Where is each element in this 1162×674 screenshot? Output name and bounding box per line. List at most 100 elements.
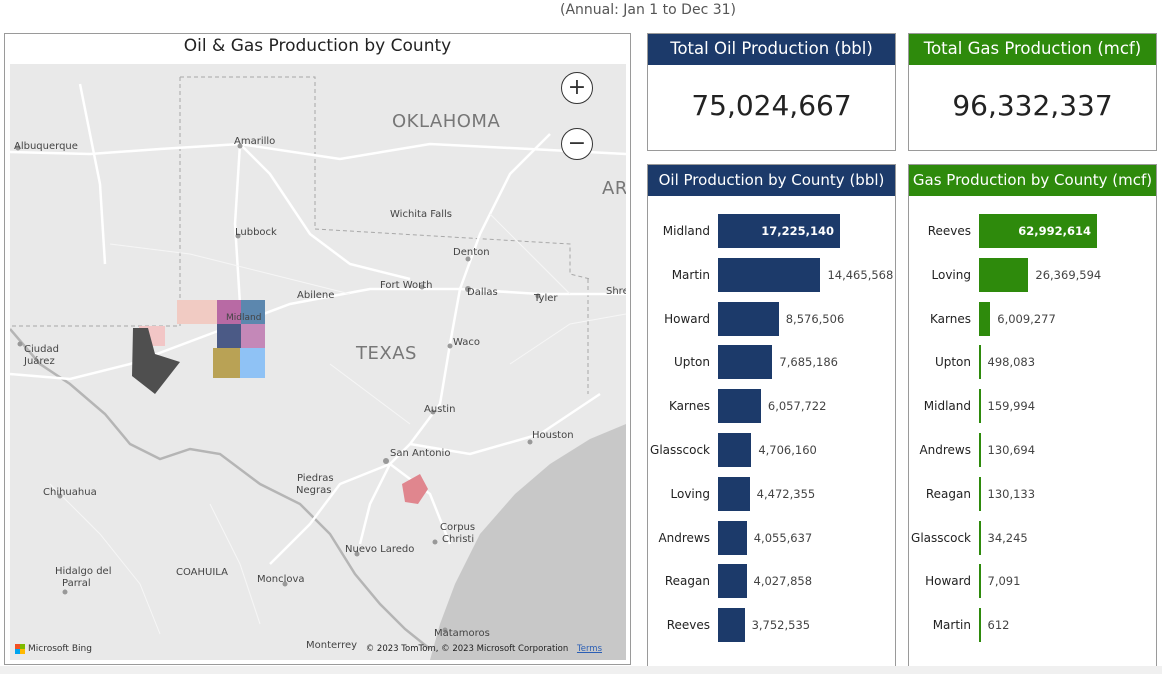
- bing-attribution-text: Microsoft Bing: [28, 644, 92, 654]
- bar-category-label: Glasscock: [911, 530, 971, 545]
- bar-value-label: 130,133: [987, 486, 1036, 501]
- map-label-waco: Waco: [453, 337, 480, 348]
- bar-category-label: Andrews: [658, 530, 710, 545]
- report-subtitle: (Annual: Jan 1 to Dec 31): [559, 2, 736, 18]
- bar-row[interactable]: Loving 26,369,594: [909, 257, 1156, 301]
- bar-category-label: Upton: [934, 355, 971, 370]
- map-label-albuquerque: Albuquerque: [14, 141, 78, 152]
- bar[interactable]: [718, 608, 745, 643]
- map-label-christi: Christi: [442, 534, 475, 545]
- bar-category-label: Upton: [673, 355, 710, 370]
- bar[interactable]: [979, 257, 1029, 292]
- bing-attribution: Microsoft Bing: [15, 644, 92, 654]
- bar-category-label: Reeves: [666, 618, 710, 633]
- bar-value-label: 6,009,277: [997, 311, 1056, 326]
- bar-value-label: 6,057,722: [767, 399, 827, 414]
- bar-value-label: 498,083: [987, 355, 1036, 370]
- total-oil-value: 75,024,667: [691, 89, 852, 122]
- bar-category-label: Midland: [662, 224, 710, 238]
- map-label-hidalgo: Hidalgo del: [55, 566, 112, 577]
- bar-row[interactable]: Glasscock 4,706,160: [648, 432, 895, 476]
- bar-row[interactable]: Upton 498,083: [909, 344, 1156, 388]
- map-label-monterrey: Monterrey: [306, 640, 358, 651]
- bar[interactable]: [718, 389, 761, 424]
- bar-row[interactable]: Howard 7,091: [909, 563, 1156, 607]
- map-label-nuevo-laredo: Nuevo Laredo: [345, 544, 415, 555]
- bar-row[interactable]: Reeves 3,752,535: [648, 607, 895, 651]
- map-copyright: © 2023 TomTom, © 2023 Microsoft Corporat…: [366, 644, 602, 654]
- bar[interactable]: [718, 345, 773, 380]
- map-label-denton: Denton: [453, 247, 490, 258]
- bar[interactable]: [718, 301, 779, 336]
- total-gas-value: 96,332,337: [952, 89, 1113, 122]
- bar-row[interactable]: Andrews 4,055,637: [648, 520, 895, 564]
- bar-value-label: 7,685,186: [779, 355, 838, 370]
- zoom-in-button[interactable]: +: [561, 72, 593, 104]
- bar-row[interactable]: Reeves 62,992,614: [909, 213, 1156, 257]
- bar-row[interactable]: Upton 7,685,186: [648, 344, 895, 388]
- map-label-fort-worth: Fort Worth: [380, 280, 433, 291]
- oil-by-county-chart[interactable]: Oil Production by County (bbl) Midland 17…: [647, 164, 896, 674]
- bar-row[interactable]: Reagan 130,133: [909, 476, 1156, 520]
- bar-category-label: Loving: [670, 486, 710, 501]
- bar-row[interactable]: Howard 8,576,506: [648, 301, 895, 345]
- bar-row[interactable]: Karnes 6,009,277: [909, 301, 1156, 345]
- bar-row[interactable]: Reagan 4,027,858: [648, 563, 895, 607]
- bar-row[interactable]: Glasscock 34,245: [909, 520, 1156, 564]
- bar-value-label: 7,091: [987, 574, 1021, 589]
- bar-category-label: Midland: [923, 399, 971, 414]
- map-label-dallas: Dallas: [467, 287, 498, 298]
- bottom-scroll-strip: [0, 666, 1162, 674]
- map-label-midland: Midland: [226, 313, 262, 323]
- map-label-texas: TEXAS: [356, 343, 417, 364]
- bar[interactable]: [979, 564, 981, 599]
- map-basemap: [10, 76, 626, 660]
- bar-value-label: 14,465,568: [827, 267, 894, 282]
- bar[interactable]: [718, 520, 747, 555]
- map-label-negras: Negras: [296, 485, 332, 496]
- bar[interactable]: [718, 257, 821, 292]
- bar-category-label: Howard: [664, 311, 710, 326]
- bar-category-label: Karnes: [669, 399, 710, 414]
- bar[interactable]: [979, 345, 981, 380]
- bar[interactable]: [979, 301, 991, 336]
- bar[interactable]: [979, 608, 981, 643]
- bar[interactable]: [979, 433, 981, 467]
- zoom-out-button[interactable]: −: [561, 128, 593, 160]
- bar-row[interactable]: Midland 17,225,140: [648, 213, 895, 257]
- bar[interactable]: [718, 476, 750, 511]
- bar-row[interactable]: Martin 612: [909, 607, 1156, 651]
- bar-value-label: 4,706,160: [758, 443, 817, 457]
- bar[interactable]: [718, 214, 840, 248]
- map-canvas[interactable]: OKLAHOMA TEXAS AR Albuquerque Amarillo W…: [10, 64, 626, 660]
- map-label-corpus: Corpus: [440, 522, 476, 533]
- gas-chart-title: Gas Production by County (mcf): [909, 165, 1156, 196]
- bar-value-label: 4,472,355: [756, 486, 816, 501]
- map-label-lubbock: Lubbock: [235, 227, 277, 238]
- bar[interactable]: [718, 564, 747, 599]
- oil-chart-title: Oil Production by County (bbl): [648, 165, 895, 196]
- bar-row[interactable]: Midland 159,994: [909, 388, 1156, 432]
- gas-by-county-chart[interactable]: Gas Production by County (mcf) Reeves 62,…: [908, 164, 1157, 674]
- bar-category-label: Glasscock: [650, 443, 710, 457]
- bar-row[interactable]: Andrews 130,694: [909, 432, 1156, 476]
- bar-row[interactable]: Martin 14,465,568: [648, 257, 895, 301]
- bar[interactable]: [979, 214, 1097, 248]
- map-label-matamoros: Matamoros: [434, 628, 490, 639]
- map-label-parral: Parral: [62, 578, 91, 589]
- bar-row[interactable]: Loving 4,472,355: [648, 476, 895, 520]
- bar[interactable]: [718, 433, 752, 467]
- bar-value-label: 8,576,506: [785, 311, 845, 326]
- bar[interactable]: [979, 389, 981, 424]
- bar-row[interactable]: Karnes 6,057,722: [648, 388, 895, 432]
- bar[interactable]: [979, 476, 981, 511]
- map-visual[interactable]: Oil & Gas Production by County: [4, 33, 631, 665]
- bar-value-label: 612: [987, 618, 1010, 633]
- bar[interactable]: [979, 520, 981, 555]
- map-label-wichita-falls: Wichita Falls: [390, 209, 453, 220]
- bar-category-label: Reeves: [927, 224, 971, 238]
- map-label-chihuahua: Chihuahua: [43, 487, 97, 498]
- bar-value-label: 17,225,140: [761, 224, 834, 238]
- bar-category-label: Martin: [932, 618, 971, 633]
- terms-link[interactable]: Terms: [576, 644, 602, 654]
